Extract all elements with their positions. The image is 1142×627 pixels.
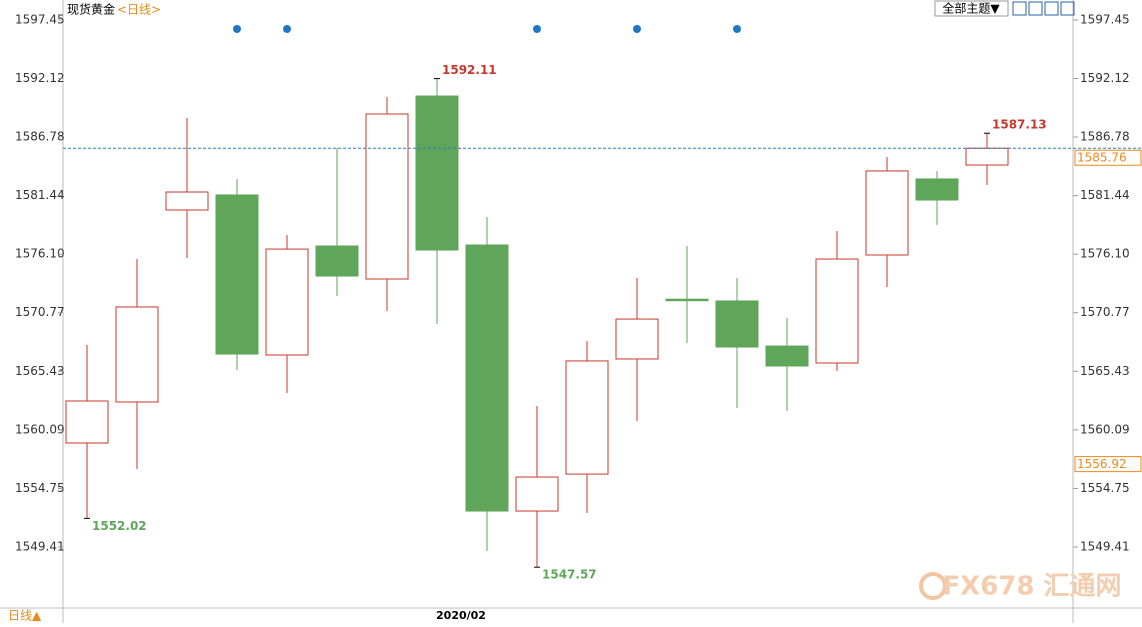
y-tick-label-right: 1576.10 — [1080, 247, 1130, 261]
y-tick-label-right: 1554.75 — [1080, 481, 1130, 495]
event-dots — [233, 25, 741, 33]
y-tick-label-right: 1597.45 — [1080, 13, 1130, 27]
candle-body — [665, 298, 709, 302]
candle-body — [365, 113, 409, 280]
y-tick-label-right: 1560.09 — [1080, 422, 1130, 436]
extreme-label: 1592.11 — [442, 63, 497, 77]
marker-price-box — [1074, 456, 1142, 473]
candle-body — [815, 258, 859, 364]
candle-body — [715, 300, 759, 348]
candle-body — [615, 318, 659, 360]
y-tick-label: 1560.09 — [15, 422, 65, 436]
event-dot[interactable] — [633, 25, 641, 33]
period[interactable]: <日线> — [117, 3, 161, 17]
event-dot[interactable] — [533, 25, 541, 33]
y-tick-label: 1565.43 — [15, 364, 65, 378]
candle-body — [565, 360, 609, 475]
y-tick-label: 1554.75 — [15, 481, 65, 495]
extreme-label: 1587.13 — [992, 118, 1047, 132]
extreme-label: 1552.02 — [92, 519, 147, 533]
y-tick-label-right: 1549.41 — [1080, 540, 1130, 554]
candle-body — [165, 191, 209, 211]
y-tick-label: 1581.44 — [15, 188, 65, 202]
candle-body — [315, 245, 359, 277]
candle-body — [865, 170, 909, 256]
y-tick-label-right: 1565.43 — [1080, 364, 1130, 378]
candle-body — [215, 194, 259, 355]
candle-body — [965, 147, 1009, 166]
icon[interactable] — [1044, 1, 1059, 16]
icon[interactable] — [1060, 1, 1075, 16]
y-tick-label: 1576.10 — [15, 247, 65, 261]
y-tick-label-right: 1586.78 — [1080, 130, 1130, 144]
menu-box[interactable] — [934, 0, 1009, 17]
event-dot[interactable] — [283, 25, 291, 33]
candle-body — [915, 178, 959, 201]
candle-body — [115, 306, 159, 403]
footer-period[interactable]: 日线▲ — [8, 609, 42, 623]
date-label: 2020/02 — [436, 609, 486, 622]
y-tick-label-right: 1581.44 — [1080, 188, 1130, 202]
y-tick-label: 1586.78 — [15, 130, 65, 144]
y-tick-label-right: 1570.77 — [1080, 305, 1130, 319]
watermark: FX678 汇通网 — [942, 572, 1121, 602]
y-tick-label-right: 1592.12 — [1080, 71, 1130, 85]
y-tick-label: 1592.12 — [15, 71, 65, 85]
y-tick-label: 1570.77 — [15, 305, 65, 319]
candle-body — [765, 345, 809, 367]
candle-body — [465, 244, 509, 512]
instrument: 现货黄金 — [67, 2, 115, 17]
event-dot[interactable] — [733, 25, 741, 33]
toolbar-icons[interactable] — [1012, 1, 1075, 16]
event-dot[interactable] — [233, 25, 241, 33]
candle-body — [265, 248, 309, 356]
candle-body — [515, 476, 559, 512]
marker-price-label: 1556.92 — [1077, 457, 1127, 471]
logo — [919, 572, 947, 600]
icon[interactable] — [1012, 1, 1027, 16]
candle-body — [65, 400, 109, 444]
last-price-label: 1585.76 — [1077, 151, 1127, 165]
menu[interactable]: 全部主题▼ — [942, 1, 1000, 16]
icon[interactable] — [1028, 1, 1043, 16]
extreme-label: 1547.57 — [542, 568, 597, 582]
candle-body — [415, 95, 459, 251]
last-price-box — [1074, 149, 1142, 166]
y-tick-label: 1549.41 — [15, 540, 65, 554]
y-tick-label: 1597.45 — [15, 13, 65, 27]
